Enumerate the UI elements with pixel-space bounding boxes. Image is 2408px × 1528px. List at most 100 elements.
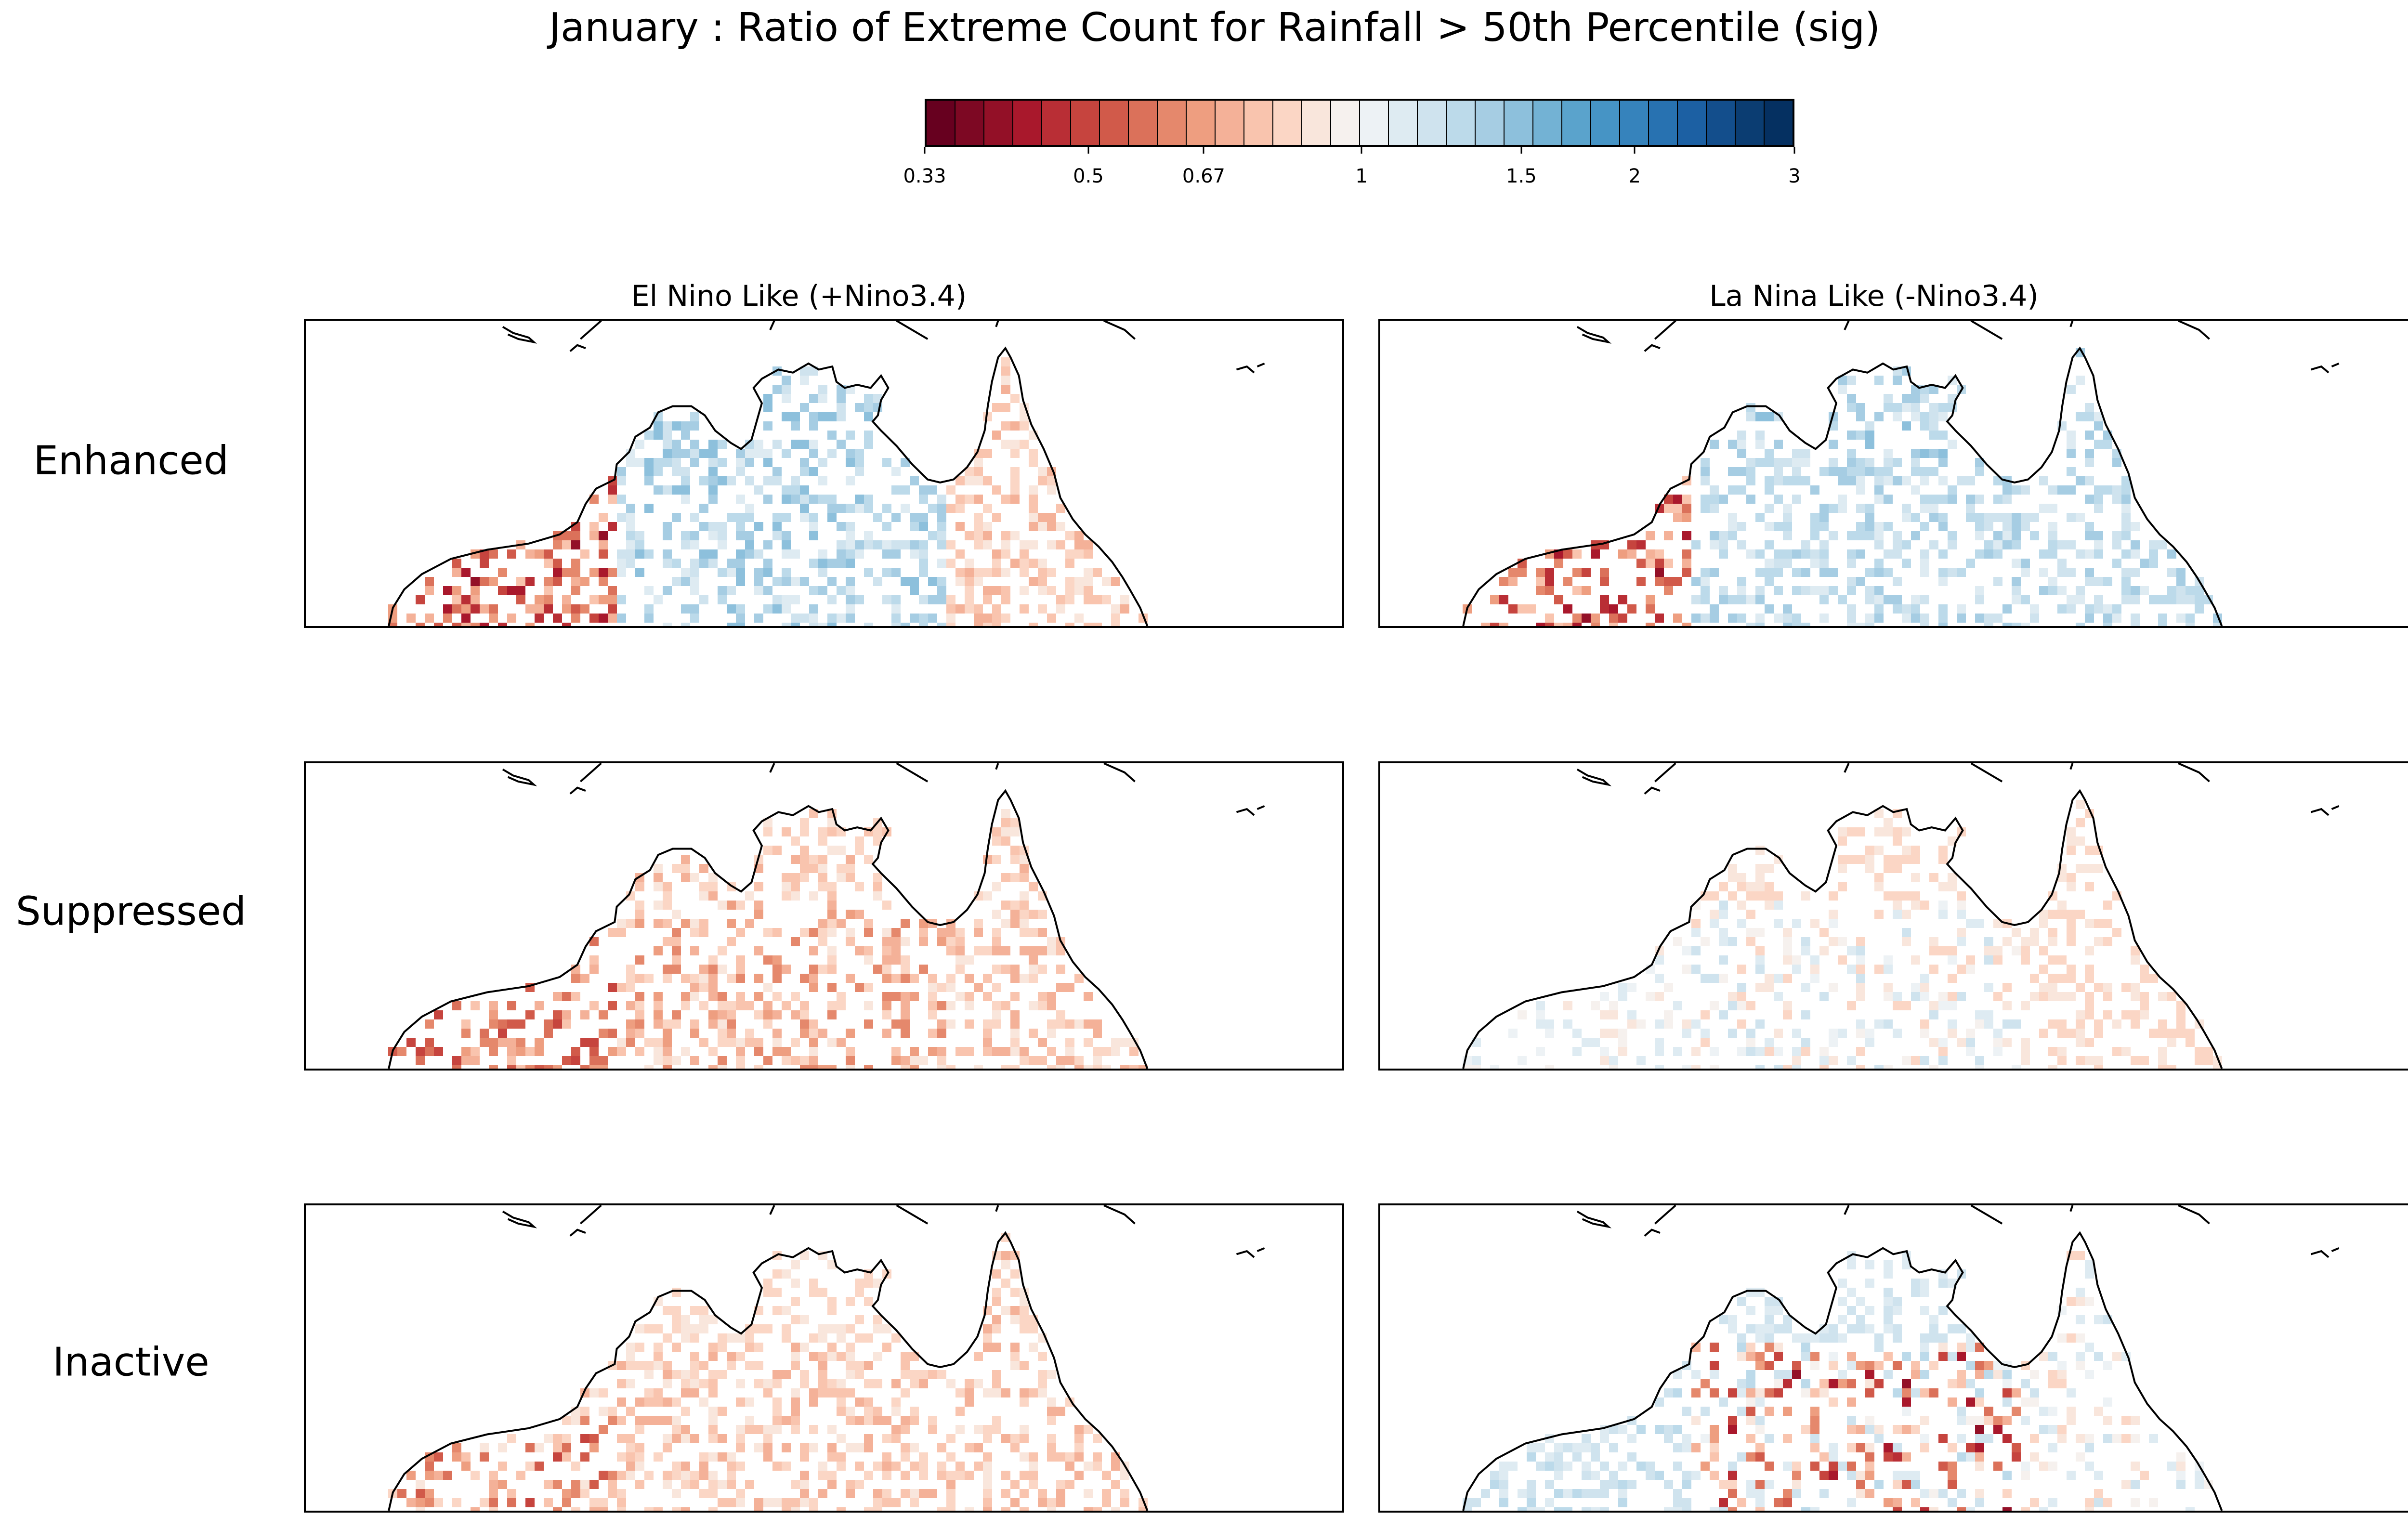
heatmap-cell	[1893, 1361, 1902, 1370]
heatmap-cell	[1755, 568, 1765, 577]
heatmap-cell	[1774, 1065, 1783, 1069]
heatmap-cell	[1056, 540, 1065, 549]
heatmap-cell	[1847, 1260, 1856, 1269]
heatmap-cell	[1966, 513, 1975, 522]
heatmap-cell	[1536, 1001, 1545, 1010]
heatmap-cell	[1847, 1498, 1856, 1507]
heatmap-cell	[1957, 1352, 1966, 1361]
heatmap-cell	[2076, 412, 2085, 421]
heatmap-cell	[2067, 540, 2076, 549]
heatmap-cell	[1582, 586, 1591, 595]
heatmap-cell	[599, 531, 608, 540]
heatmap-cell	[1508, 577, 1518, 586]
heatmap-cell	[599, 549, 608, 559]
heatmap-cell	[461, 595, 471, 604]
heatmap-cell	[580, 1480, 589, 1489]
heatmap-cell	[553, 1065, 562, 1069]
heatmap-cell	[882, 1471, 891, 1480]
heatmap-cell	[1737, 1019, 1746, 1029]
heatmap-cell	[955, 955, 965, 965]
heatmap-cell	[1774, 467, 1783, 476]
heatmap-cell	[891, 955, 901, 965]
heatmap-cell	[2167, 992, 2176, 1001]
heatmap-cell	[727, 1010, 736, 1019]
heatmap-cell	[782, 1416, 791, 1425]
heatmap-cell	[800, 614, 809, 623]
heatmap-cell	[846, 1056, 855, 1065]
heatmap-cell	[1655, 1019, 1664, 1029]
colorbar-tick-mark	[1520, 147, 1522, 154]
heatmap-cell	[1783, 1065, 1792, 1069]
heatmap-cell	[782, 495, 791, 504]
heatmap-cell	[443, 1471, 452, 1480]
heatmap-cell	[1884, 955, 1893, 965]
heatmap-cell	[1911, 403, 1920, 412]
heatmap-cell	[1893, 1029, 1902, 1038]
heatmap-cell	[754, 1507, 763, 1511]
heatmap-cell	[837, 864, 846, 873]
heatmap-cell	[452, 568, 461, 577]
heatmap-cell	[910, 1047, 919, 1056]
heatmap-cell	[654, 1047, 663, 1056]
heatmap-cell	[1010, 910, 1020, 919]
island-coastline	[2331, 362, 2340, 367]
heatmap-cell	[1728, 873, 1737, 882]
heatmap-cell	[1710, 891, 1719, 901]
heatmap-cell	[672, 1507, 681, 1511]
heatmap-cell	[1728, 1315, 1737, 1324]
heatmap-cell	[1029, 504, 1038, 513]
heatmap-cell	[800, 495, 809, 504]
heatmap-cell	[837, 1324, 846, 1333]
heatmap-cell	[1874, 559, 1884, 568]
heatmap-cell	[1975, 1443, 1984, 1452]
heatmap-cell	[1865, 1425, 1874, 1434]
heatmap-cell	[1920, 1352, 1929, 1361]
heatmap-cell	[1582, 1443, 1591, 1452]
heatmap-cell	[1884, 818, 1893, 827]
heatmap-cell	[882, 595, 891, 604]
heatmap-cell	[1865, 586, 1874, 595]
heatmap-cell	[507, 586, 516, 595]
heatmap-cell	[2085, 568, 2094, 577]
heatmap-cell	[809, 604, 818, 614]
heatmap-cell	[718, 1333, 727, 1343]
heatmap-cell	[663, 1038, 672, 1047]
heatmap-cell	[882, 946, 891, 955]
heatmap-cell	[772, 513, 782, 522]
heatmap-cell	[1710, 1065, 1719, 1069]
heatmap-cell	[1948, 955, 1957, 965]
heatmap-cell	[718, 1065, 727, 1069]
heatmap-cell	[1948, 1352, 1957, 1361]
heatmap-cell	[452, 1056, 461, 1065]
heatmap-cell	[718, 595, 727, 604]
heatmap-cell	[2085, 846, 2094, 855]
heatmap-cell	[754, 882, 763, 891]
heatmap-cell	[818, 549, 827, 559]
heatmap-cell	[681, 1480, 690, 1489]
heatmap-cell	[699, 1001, 708, 1010]
heatmap-cell	[1774, 919, 1783, 928]
heatmap-cell	[2131, 992, 2140, 1001]
heatmap-cell	[1911, 1279, 1920, 1288]
heatmap-cell	[718, 1038, 727, 1047]
heatmap-cell	[809, 1047, 818, 1056]
heatmap-cell	[589, 531, 599, 540]
heatmap-cell	[736, 1001, 745, 1010]
heatmap-cell	[1020, 1324, 1029, 1333]
heatmap-cell	[772, 476, 782, 485]
heatmap-cell	[2057, 604, 2067, 614]
heatmap-cell	[919, 1462, 928, 1471]
heatmap-cell	[489, 1047, 498, 1056]
heatmap-cell	[1783, 1434, 1792, 1443]
heatmap-cell	[1865, 864, 1874, 873]
heatmap-cell	[635, 882, 644, 891]
heatmap-cell	[827, 946, 837, 955]
heatmap-cell	[855, 403, 864, 412]
colorbar-cell	[1620, 101, 1649, 145]
heatmap-cell	[2094, 1498, 2103, 1507]
heatmap-cell	[471, 1001, 480, 1010]
heatmap-cell	[1056, 1489, 1065, 1498]
heatmap-cell	[580, 549, 589, 559]
heatmap-cell	[818, 1489, 827, 1498]
heatmap-cell	[1527, 1443, 1536, 1452]
